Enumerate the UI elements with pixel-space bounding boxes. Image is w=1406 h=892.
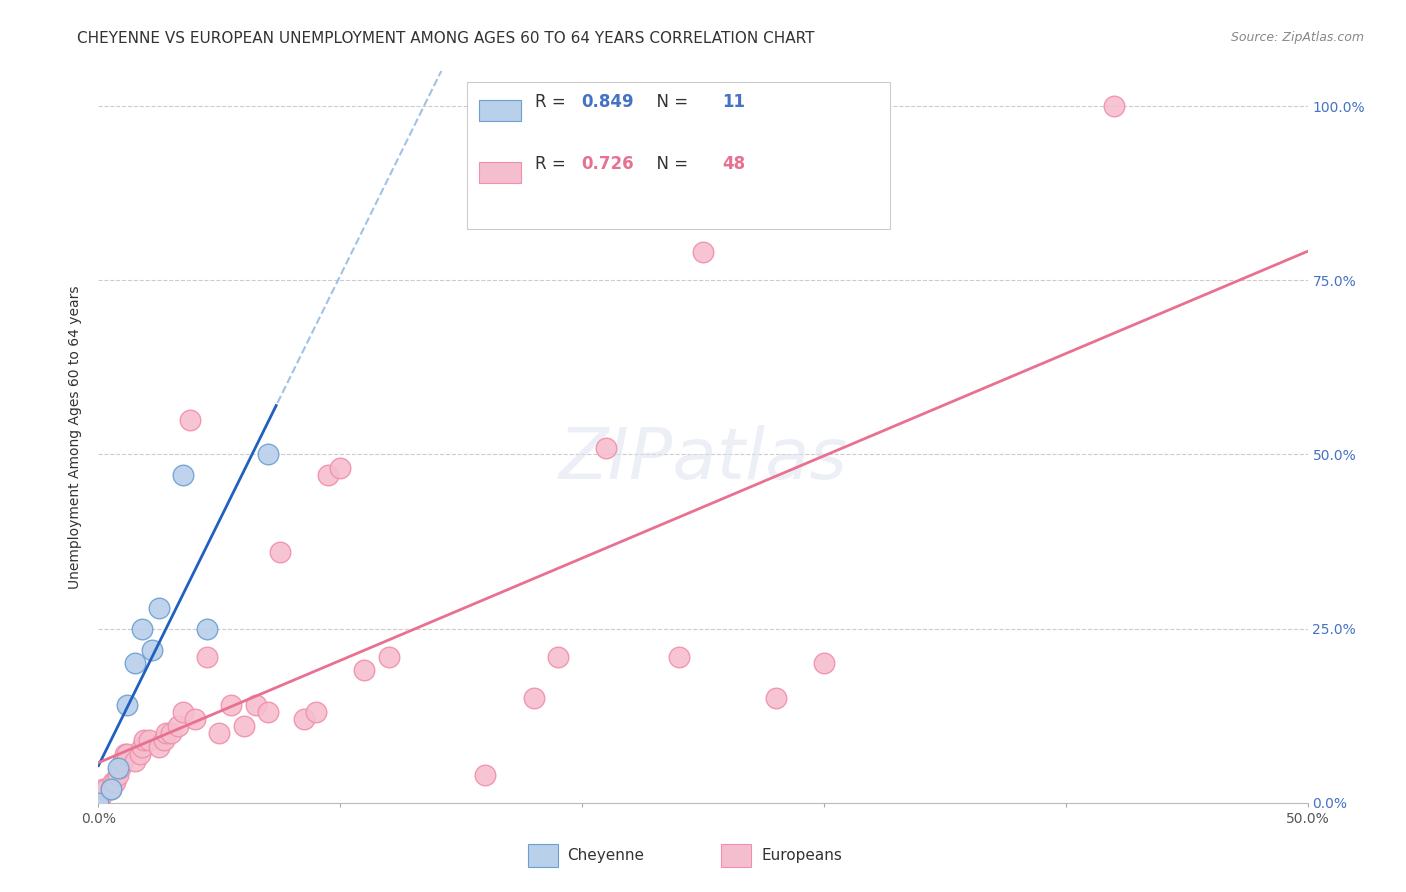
FancyBboxPatch shape [721, 844, 751, 867]
Point [94, 781, 117, 796]
Point [124, 754, 146, 768]
Text: R =: R = [536, 93, 571, 111]
Point [148, 600, 170, 615]
Text: R =: R = [536, 155, 571, 173]
Point [101, 775, 124, 789]
Point [117, 747, 139, 761]
Point [474, 768, 496, 782]
Text: 11: 11 [723, 93, 745, 111]
Point [292, 712, 315, 726]
Point [269, 545, 291, 559]
Point [108, 761, 131, 775]
Point [114, 747, 136, 761]
Point [107, 761, 129, 775]
Point [232, 719, 254, 733]
Point [138, 733, 160, 747]
Point [377, 649, 399, 664]
Point [1102, 99, 1125, 113]
Point [117, 698, 139, 713]
Point [87, 796, 110, 810]
Point [179, 412, 201, 426]
Point [128, 747, 150, 761]
Point [595, 441, 617, 455]
FancyBboxPatch shape [479, 162, 520, 183]
Y-axis label: Unemployment Among Ages 60 to 64 years: Unemployment Among Ages 60 to 64 years [69, 285, 83, 589]
FancyBboxPatch shape [479, 100, 520, 121]
Text: N =: N = [647, 155, 693, 173]
Point [692, 245, 714, 260]
Point [172, 705, 194, 719]
Point [124, 657, 146, 671]
Point [256, 448, 278, 462]
Point [134, 733, 156, 747]
Text: Europeans: Europeans [761, 848, 842, 863]
Point [90, 789, 112, 803]
Point [765, 691, 787, 706]
Point [111, 754, 134, 768]
Point [152, 733, 174, 747]
Point [523, 691, 546, 706]
FancyBboxPatch shape [527, 844, 558, 867]
Text: CHEYENNE VS EUROPEAN UNEMPLOYMENT AMONG AGES 60 TO 64 YEARS CORRELATION CHART: CHEYENNE VS EUROPEAN UNEMPLOYMENT AMONG … [77, 31, 815, 46]
Point [100, 781, 122, 796]
Point [195, 622, 218, 636]
Point [87, 796, 110, 810]
Text: 0.849: 0.849 [581, 93, 634, 111]
Point [141, 642, 163, 657]
Point [167, 719, 190, 733]
Point [91, 781, 114, 796]
Point [668, 649, 690, 664]
Point [148, 740, 170, 755]
Point [155, 726, 177, 740]
Point [100, 781, 122, 796]
Point [547, 649, 569, 664]
Text: Cheyenne: Cheyenne [568, 848, 644, 863]
Point [104, 775, 127, 789]
Point [245, 698, 267, 713]
Point [160, 726, 183, 740]
Text: ZIPatlas: ZIPatlas [558, 425, 848, 493]
Point [329, 461, 352, 475]
Point [316, 468, 339, 483]
Text: Source: ZipAtlas.com: Source: ZipAtlas.com [1230, 31, 1364, 45]
Point [221, 698, 243, 713]
FancyBboxPatch shape [467, 82, 890, 228]
Point [305, 705, 328, 719]
Point [131, 622, 153, 636]
Point [353, 664, 375, 678]
Point [107, 768, 129, 782]
Text: 0.726: 0.726 [581, 155, 634, 173]
Point [195, 649, 218, 664]
Point [87, 789, 110, 803]
Point [208, 726, 231, 740]
Point [256, 705, 278, 719]
Text: 48: 48 [723, 155, 745, 173]
Point [172, 468, 194, 483]
Point [813, 657, 835, 671]
Point [184, 712, 207, 726]
Text: N =: N = [647, 93, 693, 111]
Point [131, 740, 153, 755]
